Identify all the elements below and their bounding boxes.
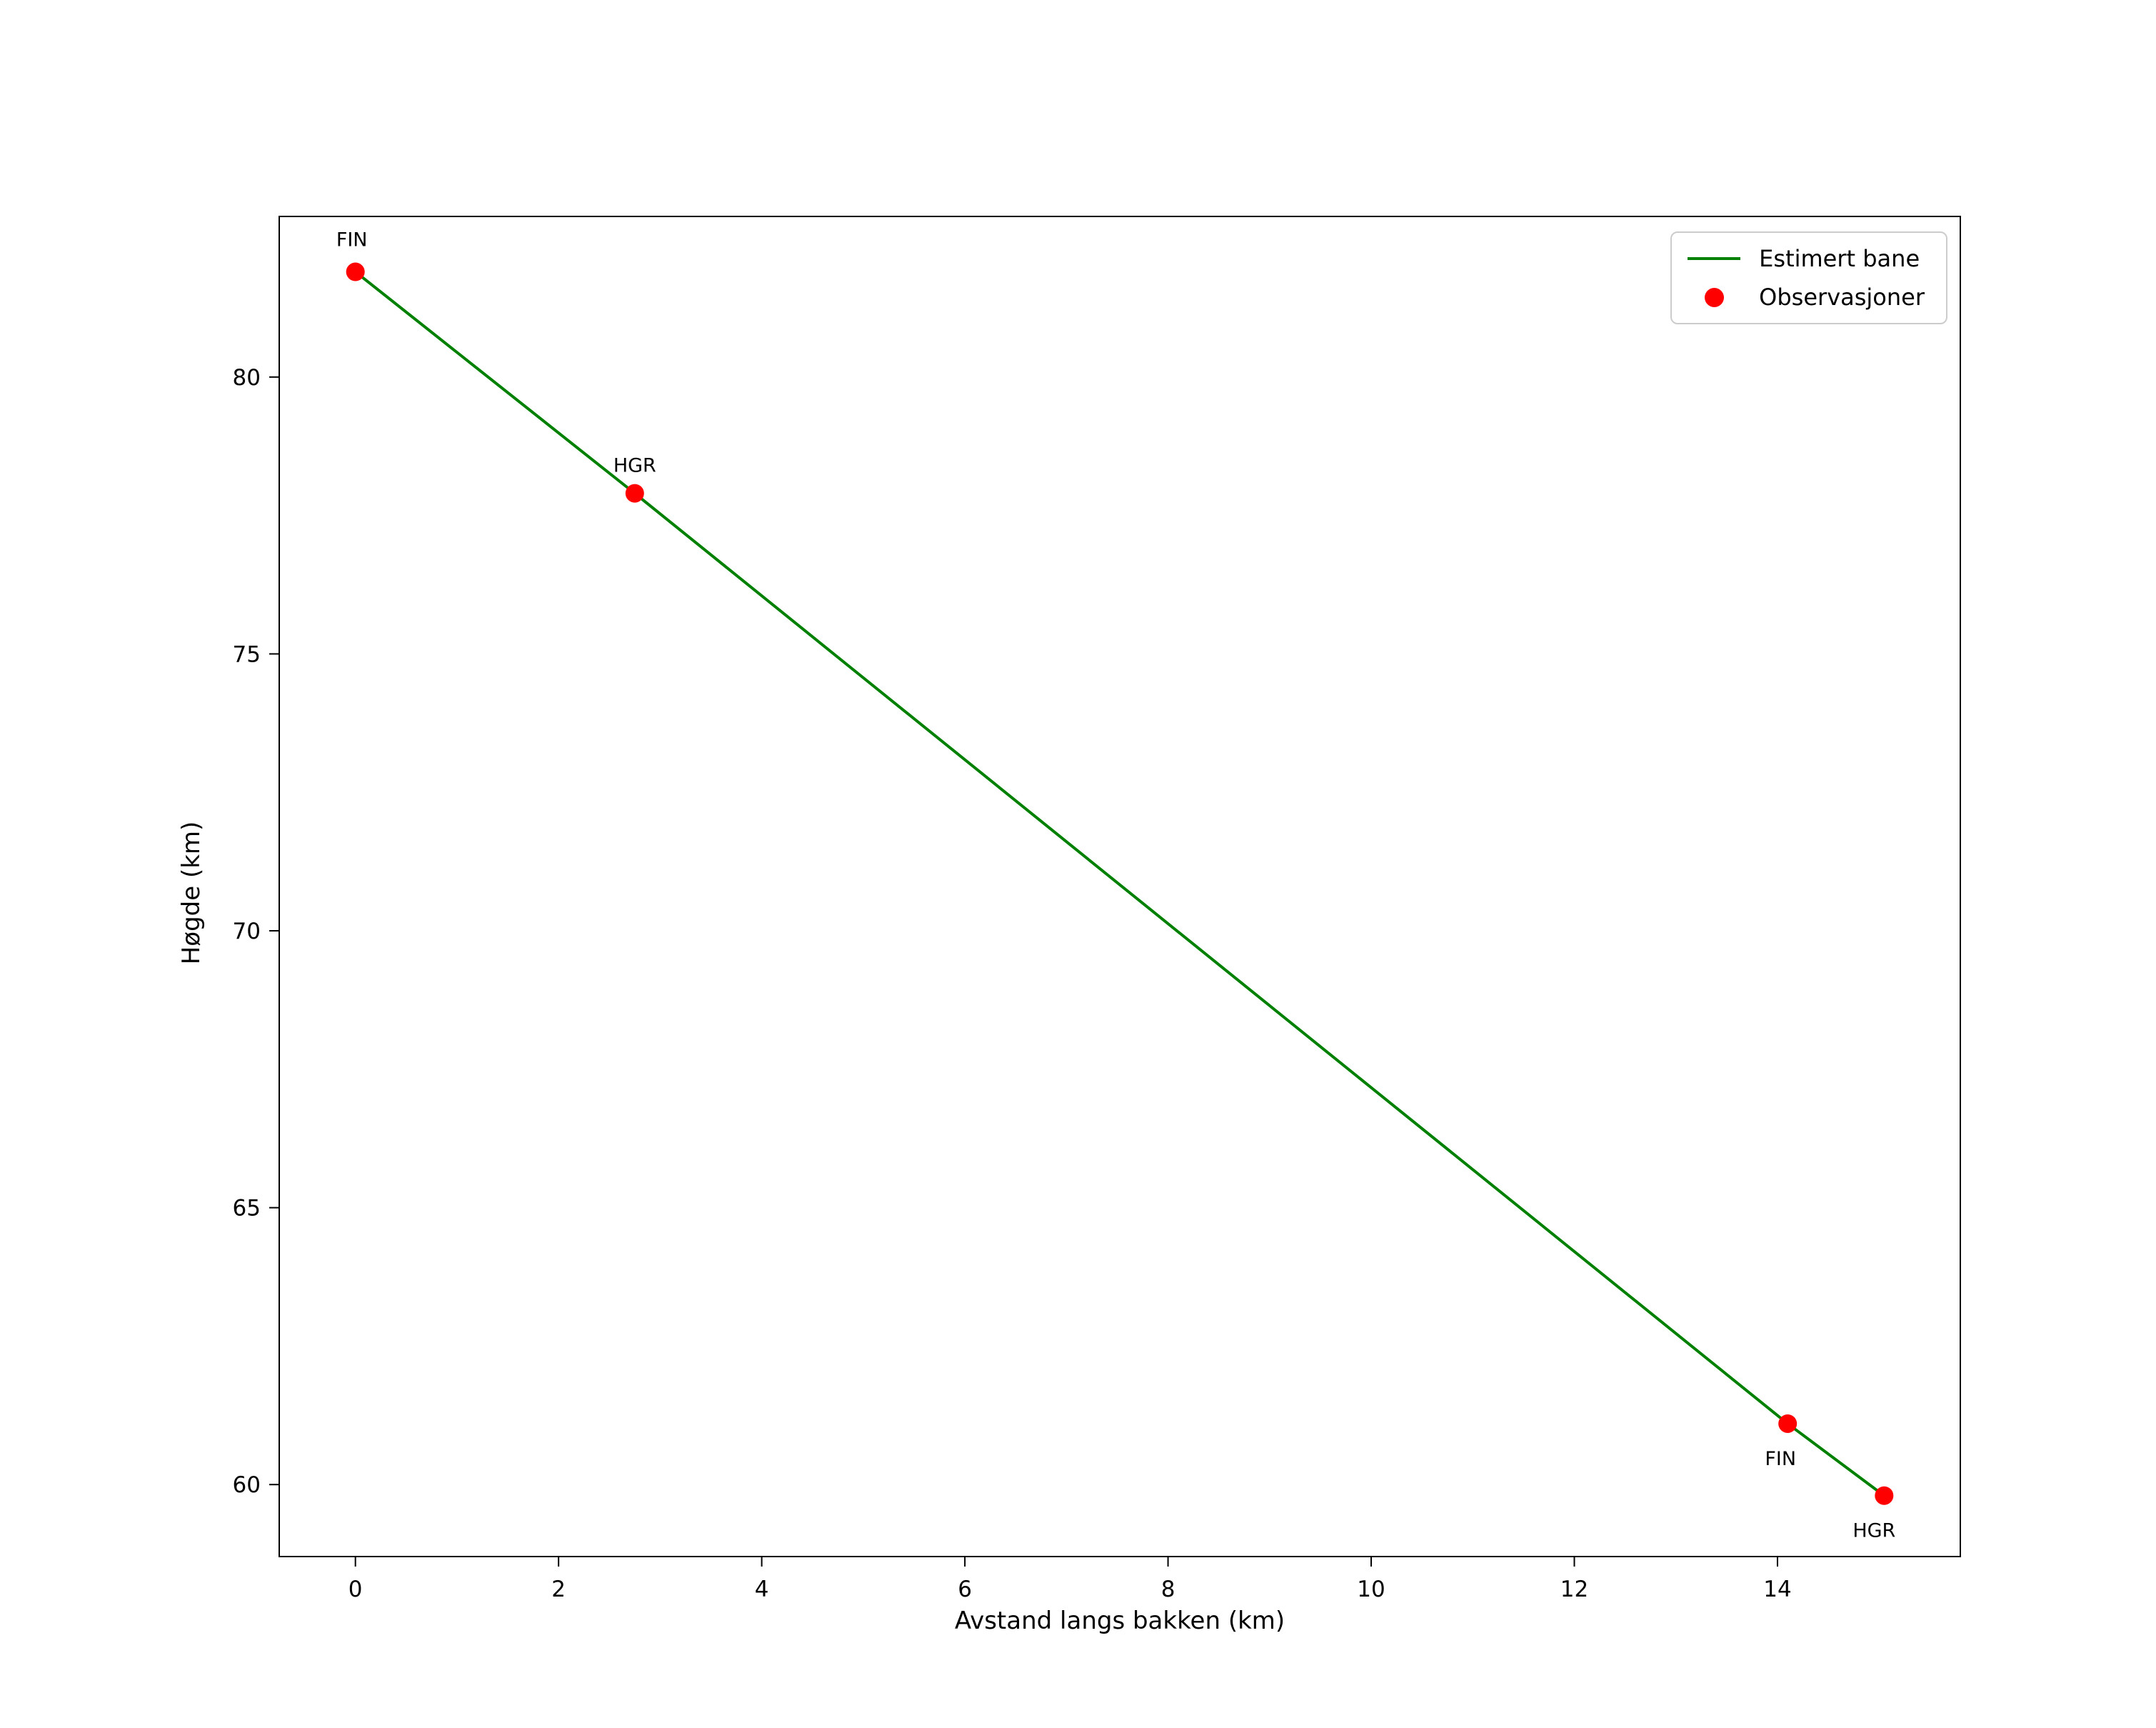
- x-tick-label: 14: [1763, 1577, 1791, 1602]
- point-annotation: HGR: [613, 455, 656, 477]
- x-tick-label: 2: [551, 1577, 566, 1602]
- legend: Estimert bane Observasjoner: [1670, 231, 1947, 324]
- x-tick-label: 12: [1560, 1577, 1588, 1602]
- legend-item-estimated-path: Estimert bane: [1688, 244, 1925, 273]
- y-tick-label: 75: [233, 641, 261, 667]
- y-tick-label: 60: [233, 1472, 261, 1498]
- y-axis-label: Høgde (km): [177, 821, 206, 965]
- x-tick-label: 4: [755, 1577, 769, 1602]
- legend-label-observations: Observasjoner: [1759, 284, 1925, 311]
- plot-frame: [279, 216, 1961, 1557]
- legend-item-observations: Observasjoner: [1688, 283, 1925, 311]
- point-annotation: FIN: [336, 229, 368, 251]
- x-tick-label: 6: [958, 1577, 972, 1602]
- observation-point: [1875, 1486, 1894, 1505]
- y-tick-label: 80: [233, 365, 261, 391]
- legend-label-estimated-path: Estimert bane: [1759, 245, 1920, 272]
- observation-point: [1778, 1414, 1797, 1433]
- point-annotation: HGR: [1852, 1520, 1895, 1542]
- observation-point: [346, 262, 365, 281]
- legend-dot-swatch-wrap: [1688, 287, 1740, 307]
- point-annotation: FIN: [1765, 1448, 1796, 1470]
- y-tick-label: 65: [233, 1196, 261, 1222]
- x-axis-label: Avstand langs bakken (km): [954, 1607, 1285, 1635]
- x-tick-label: 8: [1161, 1577, 1175, 1602]
- observation-point: [625, 484, 644, 503]
- legend-dot-swatch: [1704, 287, 1724, 307]
- x-tick-label: 10: [1357, 1577, 1385, 1602]
- x-tick-label: 0: [349, 1577, 363, 1602]
- legend-line-swatch: [1688, 257, 1741, 260]
- estimated-path-line: [354, 270, 1886, 1497]
- y-tick-label: 70: [233, 919, 261, 944]
